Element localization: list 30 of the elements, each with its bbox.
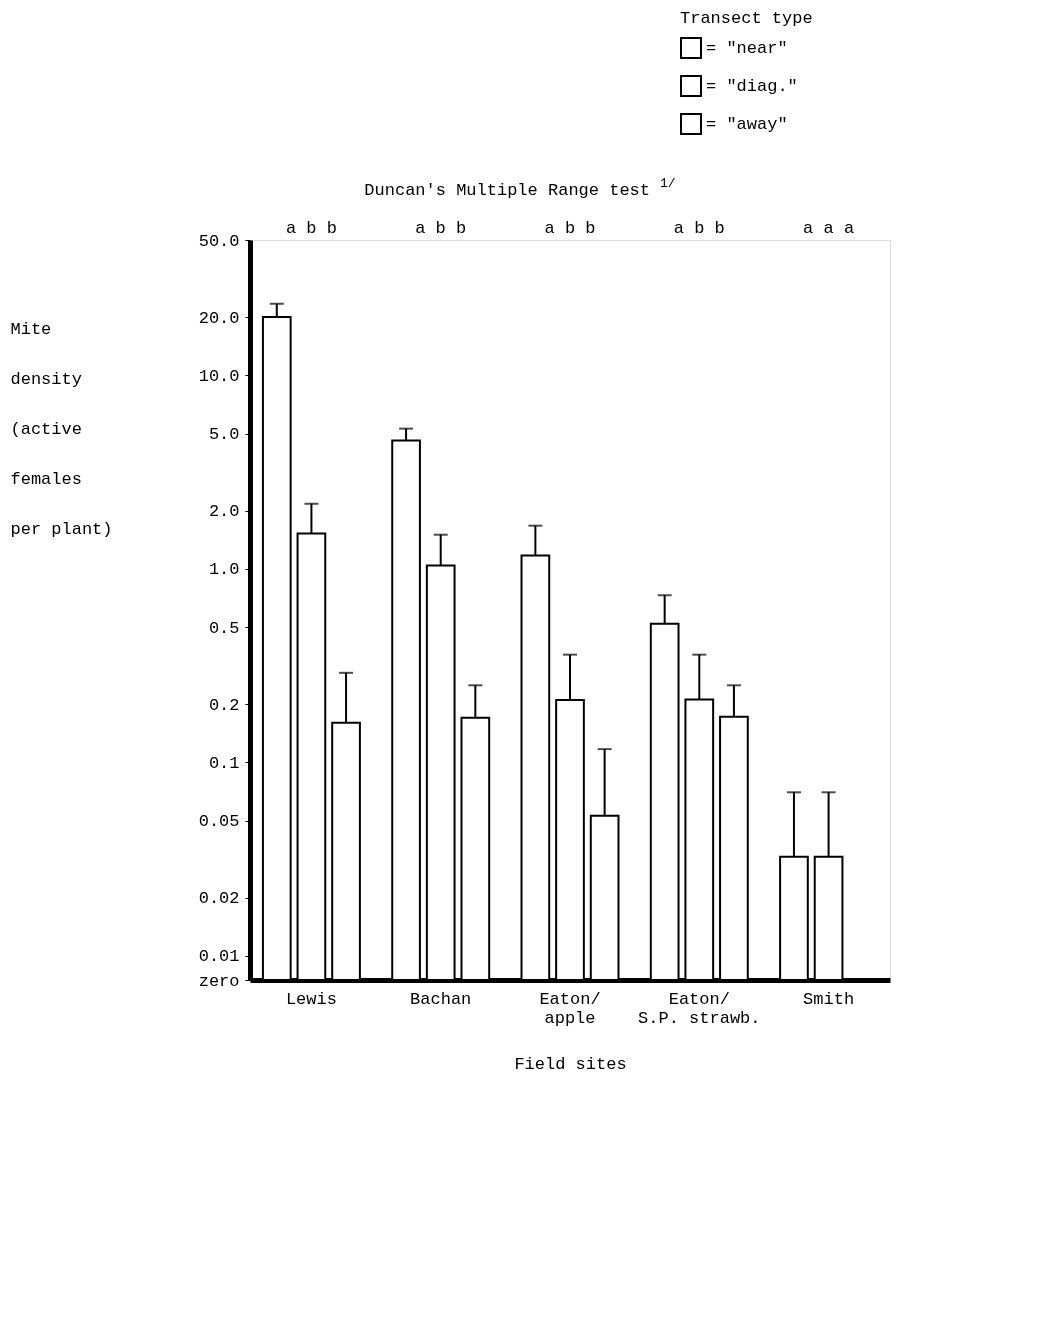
x-tick-label: Bachan: [410, 989, 472, 1009]
y-tick-label: 0.5: [208, 618, 240, 638]
y-tick-label: 20.0: [198, 308, 240, 328]
text: a a a: [803, 219, 855, 238]
y-tick-label: 5.0: [208, 425, 240, 445]
y-tick-label: 0.02: [198, 889, 240, 909]
x-tick-label: Smith: [803, 989, 855, 1009]
text: Mite density (active females per plant): [10, 319, 113, 539]
y-tick-label: 0.05: [198, 812, 240, 832]
x-tick-label: Eaton/ apple: [539, 989, 601, 1028]
y-tick-label: 1.0: [208, 560, 240, 580]
y-tick-label: 0.2: [208, 695, 240, 715]
text: a b b: [544, 219, 596, 238]
text: a b b: [415, 219, 467, 238]
text: Duncan's Multiple Range test 1/: [364, 176, 676, 200]
legend-label: = "away": [706, 115, 788, 134]
y-tick-label: 2.0: [208, 502, 240, 522]
x-tick-label: Eaton/ S.P. strawb.: [638, 989, 761, 1028]
x-axis-title: Field sites: [514, 1054, 627, 1074]
y-tick-label: 10.0: [198, 366, 240, 386]
y-tick-label: 50.0: [198, 231, 240, 251]
legend-title: Transect type: [680, 9, 813, 28]
y-tick-label: zero: [198, 971, 240, 991]
y-tick-label: 0.01: [198, 947, 240, 967]
legend-label: = "diag.": [706, 77, 798, 96]
x-tick-label: Lewis: [285, 989, 337, 1009]
y-tick-label: 0.1: [208, 753, 240, 773]
text: a b b: [673, 219, 725, 238]
text: a b b: [285, 219, 337, 238]
legend-label: = "near": [706, 39, 788, 58]
